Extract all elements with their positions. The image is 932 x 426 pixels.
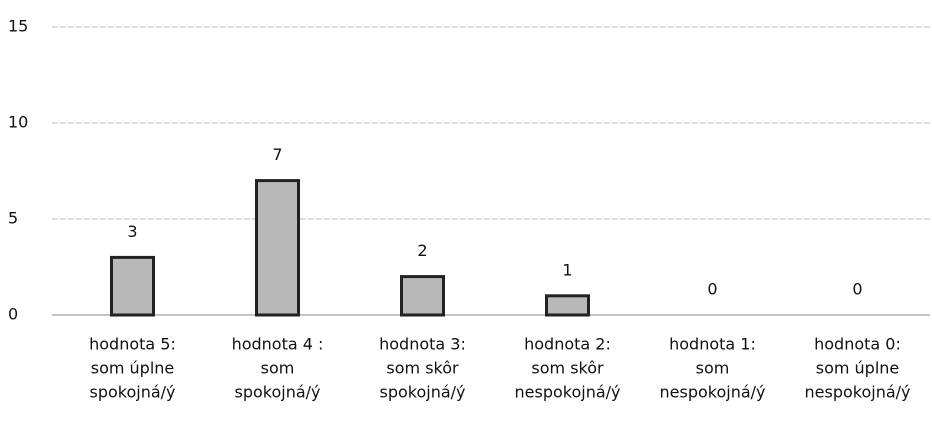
x-tick-label: som skôr [531,359,604,378]
y-tick-label: 15 [8,17,28,36]
x-tick-label: hodnota 1: [669,335,756,354]
x-tick-label: nespokojná/ý [515,383,621,402]
x-tick-label: som úplne [816,359,900,378]
bar [545,294,590,317]
x-tick-label: hodnota 4 : [232,335,324,354]
y-tick-label: 10 [8,113,28,132]
x-tick-label: hodnota 2: [524,335,611,354]
data-label: 1 [562,260,572,279]
bar [400,275,445,317]
x-tick-label: hodnota 5: [89,335,176,354]
y-tick-label: 0 [8,305,18,324]
x-tick-label: spokojná/ý [89,383,175,402]
x-tick-label: hodnota 0: [814,335,901,354]
data-label: 7 [272,145,282,164]
x-tick-label: som [696,359,730,378]
x-tick-label: spokojná/ý [379,383,465,402]
data-label: 2 [417,241,427,260]
data-label: 3 [127,222,137,241]
x-tick-label: nespokojná/ý [660,383,766,402]
bar [255,179,300,317]
x-tick-label: som úplne [91,359,175,378]
x-tick-label: spokojná/ý [234,383,320,402]
x-tick-label: nespokojná/ý [805,383,911,402]
data-label: 0 [707,280,717,299]
x-tick-label: hodnota 3: [379,335,466,354]
x-tick-label: som [261,359,295,378]
data-label: 0 [852,280,862,299]
bar [110,255,155,317]
x-tick-label: som skôr [386,359,459,378]
y-tick-label: 5 [8,209,18,228]
